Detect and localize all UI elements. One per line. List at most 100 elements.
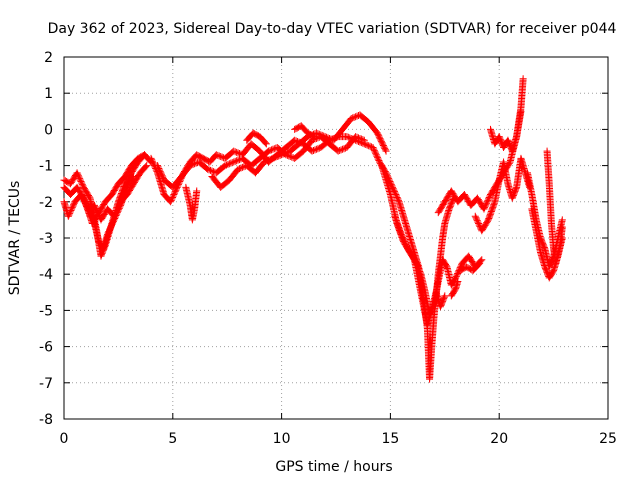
- data-point: [156, 167, 164, 175]
- data-point: [76, 175, 84, 183]
- data-point: [158, 172, 166, 180]
- data-point: [150, 160, 158, 168]
- data-point: [471, 212, 479, 220]
- data-point: [233, 157, 241, 165]
- x-tick-label: 20: [490, 431, 508, 447]
- data-point: [372, 149, 380, 157]
- data-point: [454, 277, 462, 285]
- data-point: [212, 151, 220, 159]
- data-point: [147, 154, 155, 162]
- data-point: [270, 154, 278, 162]
- data-point: [78, 180, 86, 188]
- data-point: [318, 131, 326, 139]
- data-point: [325, 134, 333, 142]
- data-point: [517, 107, 525, 115]
- data-point: [398, 232, 406, 240]
- y-tick-label: -3: [39, 231, 53, 247]
- data-point: [273, 153, 281, 161]
- data-point: [85, 193, 93, 201]
- y-tick-label: -2: [39, 195, 53, 211]
- data-point: [366, 142, 374, 150]
- data-point: [74, 172, 82, 180]
- data-point: [310, 147, 318, 155]
- data-point: [393, 193, 401, 201]
- data-point: [275, 152, 283, 160]
- data-point: [169, 192, 177, 200]
- data-point: [113, 209, 121, 217]
- data-point: [357, 135, 365, 143]
- data-point: [314, 145, 322, 153]
- data-point: [139, 151, 147, 159]
- data-point: [279, 150, 287, 158]
- y-tick-label: -8: [39, 412, 53, 428]
- data-point: [483, 198, 491, 206]
- data-point: [157, 169, 165, 177]
- data-point: [475, 221, 483, 229]
- data-point: [558, 216, 566, 224]
- data-point: [116, 203, 124, 211]
- chart-title: Day 362 of 2023, Sidereal Day-to-day VTE…: [48, 21, 617, 37]
- data-point: [263, 157, 271, 165]
- data-point: [77, 178, 85, 186]
- data-point: [476, 259, 484, 267]
- data-point: [265, 156, 273, 164]
- data-point: [334, 147, 342, 155]
- data-point: [234, 156, 242, 164]
- data-point: [172, 186, 180, 194]
- data-point: [191, 160, 199, 168]
- data-point: [314, 130, 322, 138]
- data-point: [106, 225, 114, 233]
- data-point: [402, 241, 410, 249]
- data-point: [265, 147, 273, 155]
- data-point: [323, 133, 331, 141]
- data-point: [204, 165, 212, 173]
- data-point: [370, 146, 378, 154]
- data-point: [129, 174, 137, 182]
- data-point: [224, 160, 232, 168]
- data-point: [353, 133, 361, 141]
- data-point: [188, 161, 196, 169]
- data-point: [159, 173, 167, 181]
- data-point: [308, 147, 316, 155]
- data-point: [309, 132, 317, 140]
- data-point: [68, 205, 76, 213]
- data-point: [282, 149, 290, 157]
- data-point: [171, 188, 179, 196]
- x-tick-label: 10: [273, 431, 291, 447]
- data-point: [169, 193, 177, 201]
- data-point: [108, 220, 116, 228]
- data-point: [397, 229, 405, 237]
- data-point: [104, 229, 112, 237]
- data-point: [262, 157, 270, 165]
- data-point: [475, 220, 483, 228]
- data-point: [262, 140, 270, 148]
- data-point: [109, 217, 117, 225]
- data-point: [110, 216, 118, 224]
- data-point: [114, 207, 122, 215]
- data-point: [76, 176, 84, 184]
- data-point: [68, 204, 76, 212]
- x-tick-label: 0: [60, 431, 69, 447]
- data-point: [473, 215, 481, 223]
- data-point: [168, 195, 176, 203]
- data-points: [60, 75, 566, 383]
- data-point: [107, 223, 115, 231]
- data-point: [69, 202, 77, 210]
- data-point: [356, 134, 364, 142]
- data-point: [64, 212, 72, 220]
- data-point: [105, 227, 113, 235]
- data-point: [207, 166, 215, 174]
- data-point: [170, 191, 178, 199]
- data-point: [115, 204, 123, 212]
- data-point: [453, 271, 461, 279]
- y-tick-label: -7: [39, 376, 53, 392]
- data-point: [75, 173, 83, 181]
- data-point: [359, 136, 367, 144]
- data-point: [266, 156, 274, 164]
- x-axis-label: GPS time / hours: [275, 459, 392, 475]
- data-point: [441, 292, 449, 300]
- data-point: [410, 254, 418, 262]
- data-point: [440, 293, 448, 301]
- data-point: [472, 214, 480, 222]
- data-point: [278, 151, 286, 159]
